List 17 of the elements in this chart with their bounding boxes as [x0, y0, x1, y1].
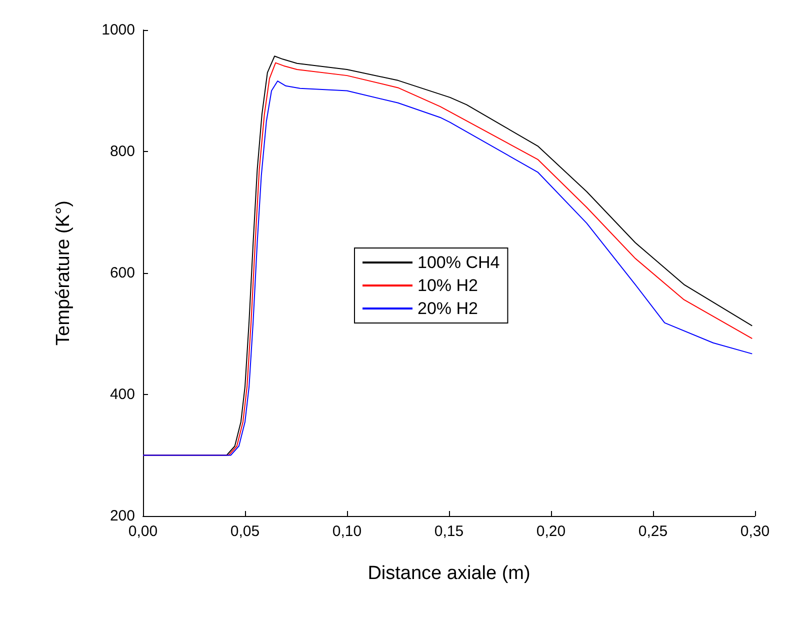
x-tick-label: 0,30: [740, 523, 770, 540]
x-tick-label: 0,25: [638, 523, 668, 540]
x-tick-label: 0,10: [332, 523, 362, 540]
x-tick-label: 0,15: [434, 523, 464, 540]
legend-label: 10% H2: [418, 276, 478, 295]
y-tick-label: 400: [110, 386, 135, 403]
x-tick-label: 0,20: [536, 523, 566, 540]
x-tick-label: 0,05: [230, 523, 260, 540]
y-tick-label: 800: [110, 143, 135, 160]
y-axis-title: Température (K°): [53, 200, 74, 346]
y-tick-label: 600: [110, 264, 135, 282]
legend-label: 100% CH4: [418, 253, 500, 272]
legend-label: 20% H2: [418, 299, 478, 318]
y-tick-label: 200: [110, 508, 135, 524]
y-tick-label: 1000: [102, 22, 135, 38]
x-axis-title: Distance axiale (m): [368, 563, 530, 584]
x-tick-label: 0,00: [128, 523, 158, 540]
